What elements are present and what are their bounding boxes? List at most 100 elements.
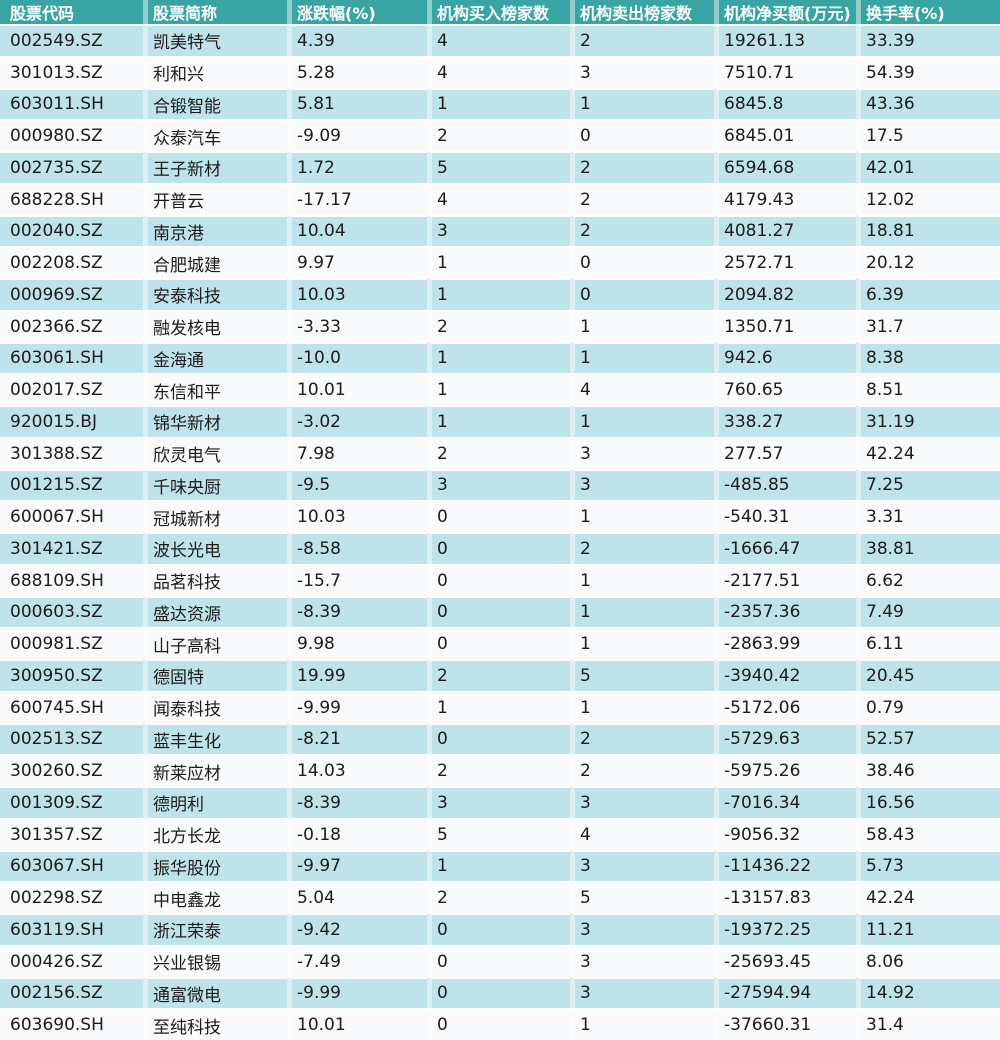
cell-change-pct: 9.97 — [287, 246, 427, 278]
cell-inst-sell-count: 1 — [570, 87, 714, 120]
table-row: 920015.BJ 锦华新材 -3.02 1 1 338.27 31.19 — [0, 405, 1000, 437]
cell-stock-code: 600067.SH — [0, 500, 143, 532]
cell-inst-sell-count: 3 — [570, 976, 714, 1009]
cell-change-pct: 4.39 — [287, 24, 427, 56]
cell-inst-sell-count: 2 — [570, 214, 714, 247]
cell-turnover-rate: 5.73 — [856, 849, 1000, 882]
table-row: 000969.SZ 安泰科技 10.03 1 0 2094.82 6.39 — [0, 278, 1000, 310]
table-row: 301388.SZ 欣灵电气 7.98 2 3 277.57 42.24 — [0, 436, 1000, 469]
cell-inst-buy-count: 2 — [427, 309, 570, 342]
cell-inst-buy-count: 2 — [427, 119, 570, 151]
cell-inst-sell-count: 1 — [570, 690, 714, 723]
table-row: 000981.SZ 山子高科 9.98 0 1 -2863.99 6.11 — [0, 627, 1000, 659]
cell-inst-buy-count: 4 — [427, 55, 570, 88]
cell-inst-sell-count: 2 — [570, 151, 714, 183]
cell-change-pct: -9.42 — [287, 913, 427, 945]
table-body: 002549.SZ 凯美特气 4.39 4 2 19261.13 33.39 301013.S… — [0, 24, 1000, 1040]
cell-stock-code: 002513.SZ — [0, 722, 143, 755]
cell-stock-name: 东信和平 — [143, 373, 287, 405]
column-header-net-buy-amount: 机构净买额(万元) — [714, 0, 856, 24]
cell-stock-code: 002735.SZ — [0, 151, 143, 183]
table-row: 300950.SZ 德固特 19.99 2 5 -3940.42 20.45 — [0, 659, 1000, 691]
cell-change-pct: 10.01 — [287, 1008, 427, 1040]
column-header-stock-name: 股票简称 — [143, 0, 287, 24]
cell-inst-sell-count: 0 — [570, 246, 714, 278]
cell-change-pct: -8.21 — [287, 722, 427, 755]
cell-turnover-rate: 6.11 — [856, 627, 1000, 659]
cell-net-buy-amount: -37660.31 — [714, 1008, 856, 1040]
cell-net-buy-amount: 4179.43 — [714, 182, 856, 215]
cell-net-buy-amount: -2863.99 — [714, 627, 856, 659]
cell-inst-sell-count: 2 — [570, 24, 714, 56]
cell-inst-buy-count: 2 — [427, 754, 570, 786]
cell-change-pct: -8.39 — [287, 595, 427, 628]
cell-inst-sell-count: 1 — [570, 627, 714, 659]
cell-inst-sell-count: 0 — [570, 278, 714, 310]
cell-stock-name: 通富微电 — [143, 976, 287, 1009]
cell-change-pct: -9.09 — [287, 119, 427, 151]
cell-inst-buy-count: 3 — [427, 214, 570, 247]
cell-net-buy-amount: -25693.45 — [714, 944, 856, 977]
cell-stock-name: 北方长龙 — [143, 817, 287, 850]
cell-inst-buy-count: 1 — [427, 405, 570, 437]
cell-stock-code: 300260.SZ — [0, 754, 143, 786]
cell-turnover-rate: 8.51 — [856, 373, 1000, 405]
cell-turnover-rate: 20.12 — [856, 246, 1000, 278]
cell-turnover-rate: 14.92 — [856, 976, 1000, 1009]
cell-stock-name: 盛达资源 — [143, 595, 287, 628]
cell-inst-buy-count: 4 — [427, 24, 570, 56]
cell-inst-buy-count: 3 — [427, 468, 570, 501]
table-row: 001215.SZ 千味央厨 -9.5 3 3 -485.85 7.25 — [0, 468, 1000, 501]
cell-turnover-rate: 6.39 — [856, 278, 1000, 310]
cell-net-buy-amount: -485.85 — [714, 468, 856, 501]
table-row: 600745.SH 闻泰科技 -9.99 1 1 -5172.06 0.79 — [0, 690, 1000, 723]
cell-net-buy-amount: -5729.63 — [714, 722, 856, 755]
cell-net-buy-amount: 338.27 — [714, 405, 856, 437]
column-header-turnover-rate: 换手率(%) — [856, 0, 1000, 24]
cell-inst-sell-count: 0 — [570, 119, 714, 151]
cell-turnover-rate: 31.7 — [856, 309, 1000, 342]
cell-turnover-rate: 16.56 — [856, 786, 1000, 818]
cell-change-pct: 10.04 — [287, 214, 427, 247]
cell-stock-code: 001215.SZ — [0, 468, 143, 501]
cell-change-pct: -8.39 — [287, 786, 427, 818]
cell-change-pct: 9.98 — [287, 627, 427, 659]
cell-net-buy-amount: 19261.13 — [714, 24, 856, 56]
cell-turnover-rate: 33.39 — [856, 24, 1000, 56]
cell-stock-name: 波长光电 — [143, 532, 287, 564]
cell-stock-name: 南京港 — [143, 214, 287, 247]
cell-stock-name: 蓝丰生化 — [143, 722, 287, 755]
cell-net-buy-amount: 942.6 — [714, 341, 856, 374]
cell-inst-buy-count: 1 — [427, 246, 570, 278]
cell-turnover-rate: 54.39 — [856, 55, 1000, 88]
table-row: 603119.SH 浙江荣泰 -9.42 0 3 -19372.25 11.21 — [0, 913, 1000, 945]
cell-stock-name: 德固特 — [143, 659, 287, 691]
table-row: 688109.SH 品茗科技 -15.7 0 1 -2177.51 6.62 — [0, 563, 1000, 596]
cell-net-buy-amount: -27594.94 — [714, 976, 856, 1009]
column-header-inst-sell-count: 机构卖出榜家数 — [570, 0, 714, 24]
cell-turnover-rate: 12.02 — [856, 182, 1000, 215]
table-row: 603061.SH 金海通 -10.0 1 1 942.6 8.38 — [0, 341, 1000, 374]
cell-stock-code: 920015.BJ — [0, 405, 143, 437]
cell-inst-sell-count: 1 — [570, 595, 714, 628]
cell-turnover-rate: 8.38 — [856, 341, 1000, 374]
cell-stock-name: 冠城新材 — [143, 500, 287, 532]
cell-inst-buy-count: 2 — [427, 436, 570, 469]
cell-stock-name: 浙江荣泰 — [143, 913, 287, 945]
cell-stock-code: 688109.SH — [0, 563, 143, 596]
cell-inst-sell-count: 5 — [570, 881, 714, 913]
cell-stock-code: 301357.SZ — [0, 817, 143, 850]
cell-net-buy-amount: 2094.82 — [714, 278, 856, 310]
cell-turnover-rate: 17.5 — [856, 119, 1000, 151]
cell-change-pct: -10.0 — [287, 341, 427, 374]
cell-net-buy-amount: -1666.47 — [714, 532, 856, 564]
cell-inst-sell-count: 2 — [570, 182, 714, 215]
cell-turnover-rate: 31.19 — [856, 405, 1000, 437]
cell-stock-code: 600745.SH — [0, 690, 143, 723]
cell-inst-sell-count: 1 — [570, 563, 714, 596]
cell-turnover-rate: 38.46 — [856, 754, 1000, 786]
table-row: 603067.SH 振华股份 -9.97 1 3 -11436.22 5.73 — [0, 849, 1000, 882]
cell-net-buy-amount: -5172.06 — [714, 690, 856, 723]
cell-inst-sell-count: 3 — [570, 55, 714, 88]
table-row: 000980.SZ 众泰汽车 -9.09 2 0 6845.01 17.5 — [0, 119, 1000, 151]
